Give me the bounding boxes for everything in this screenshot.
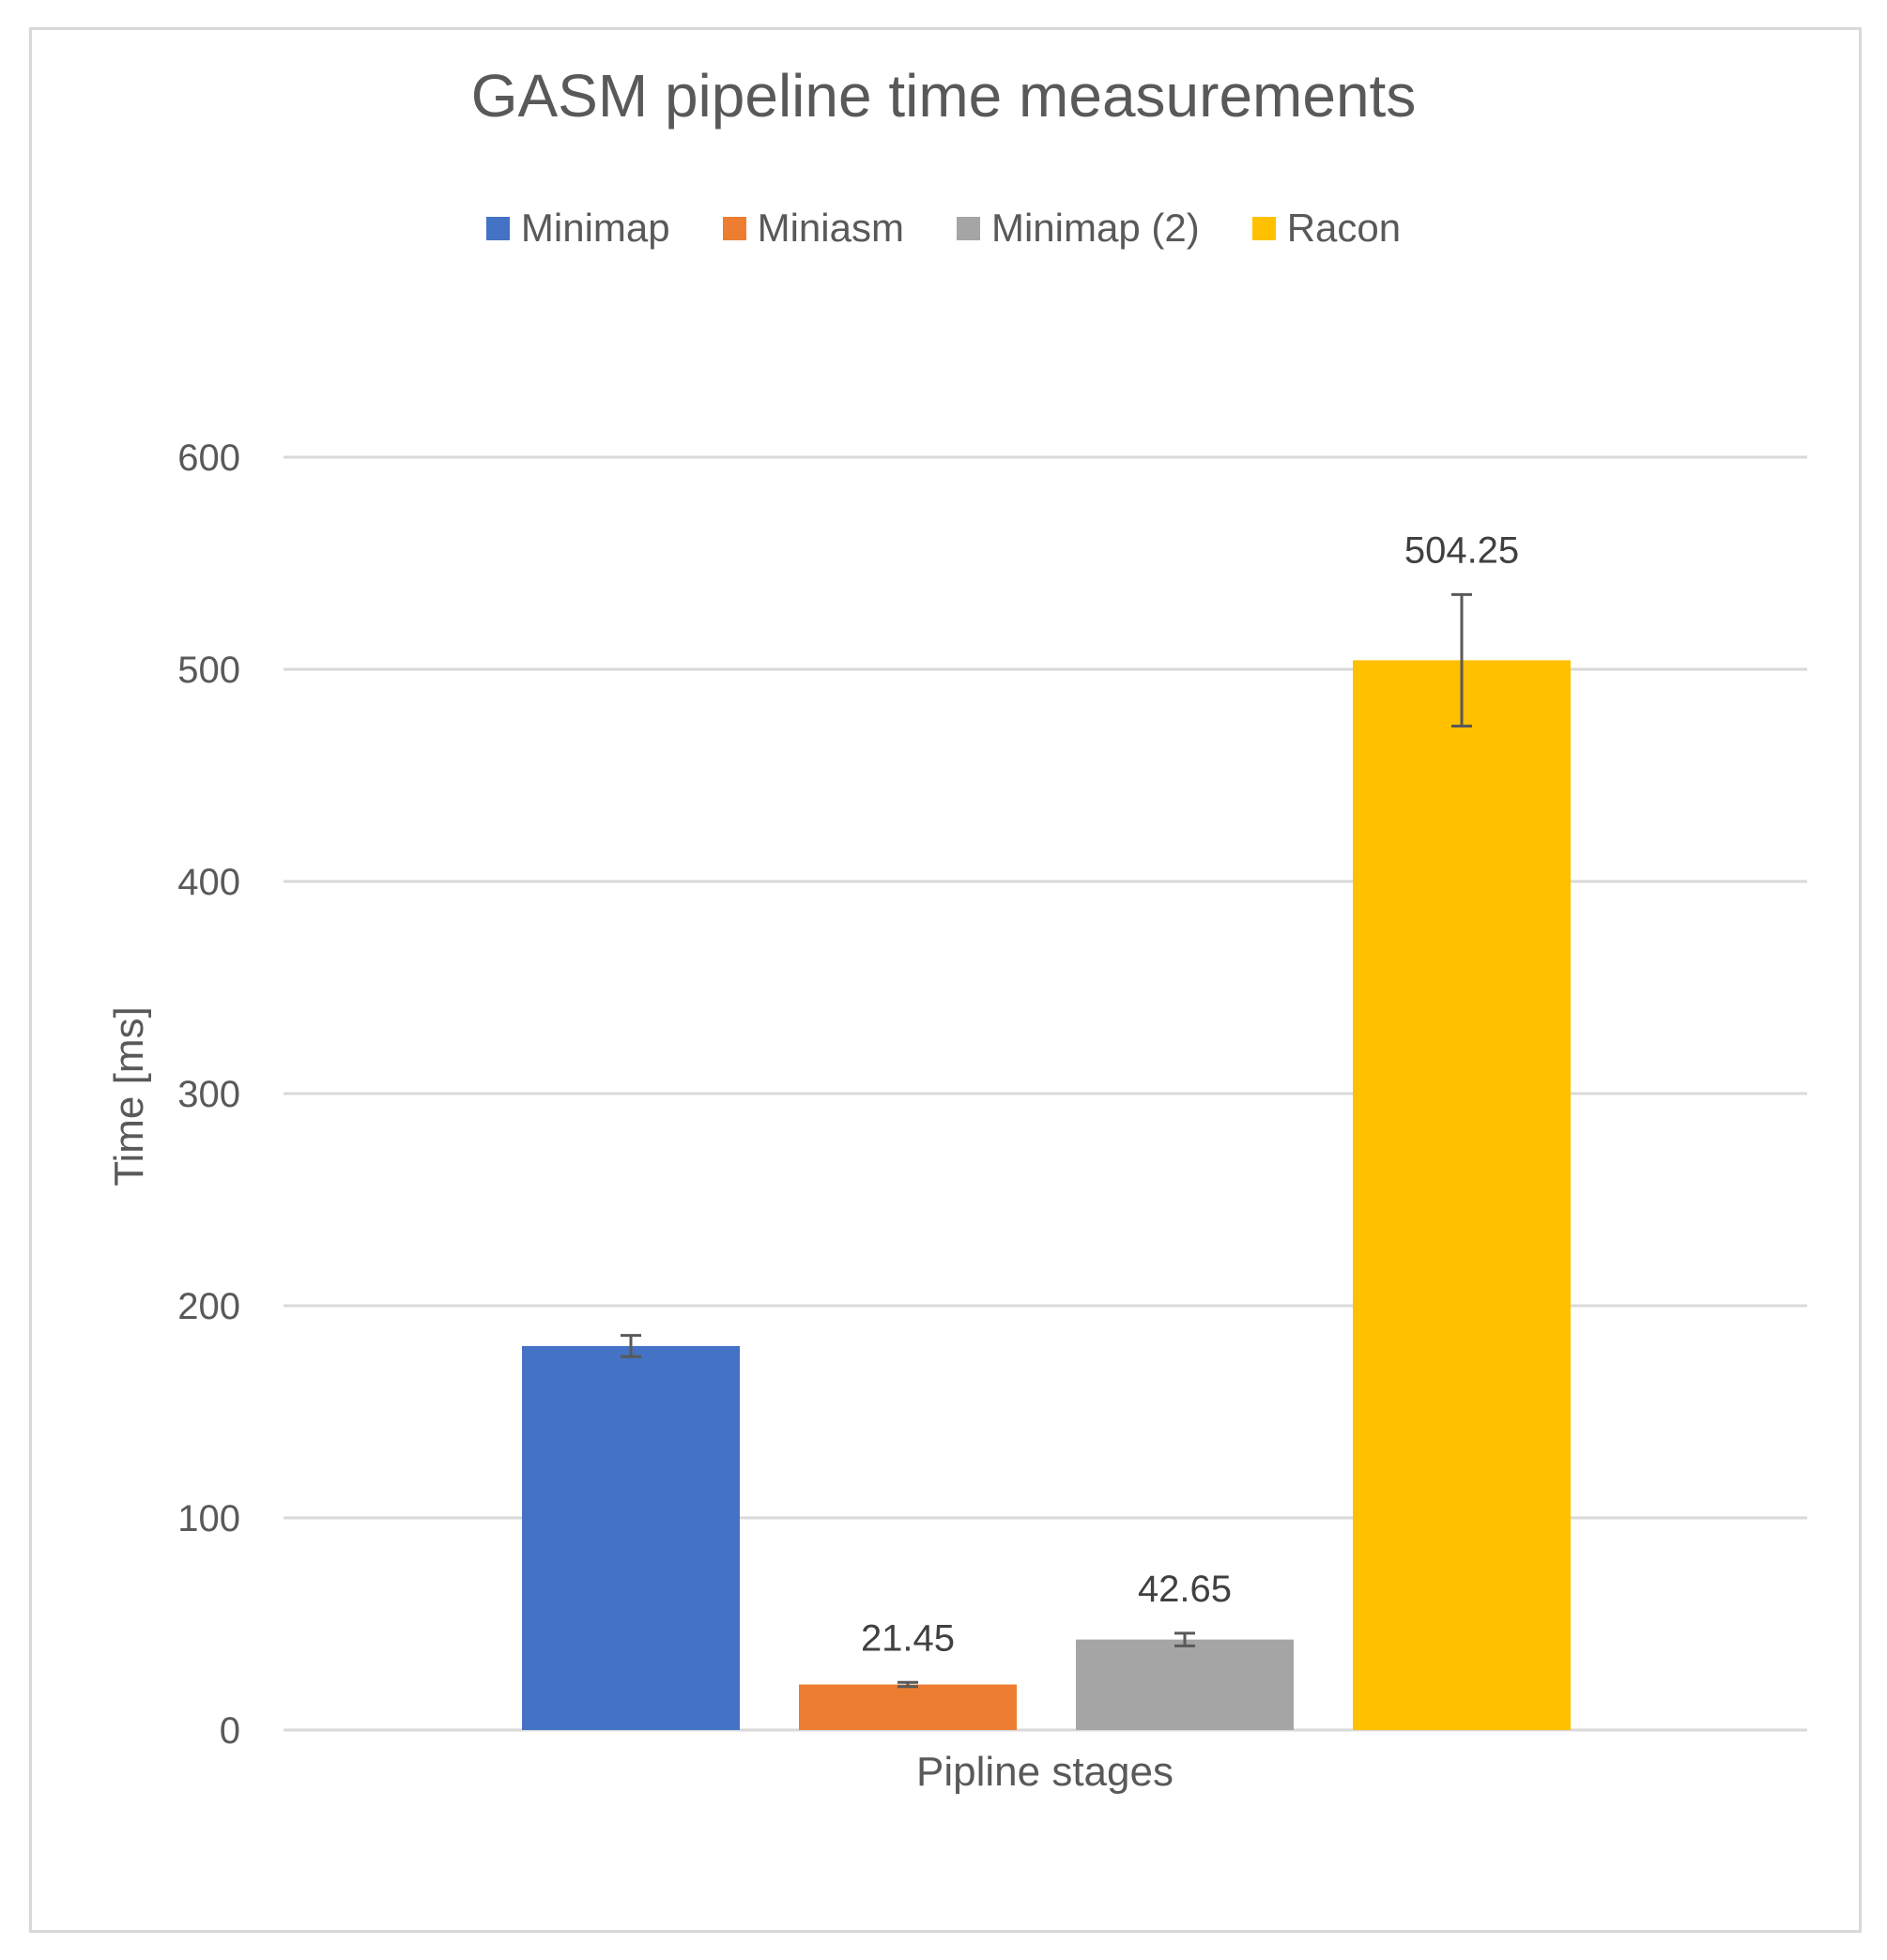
legend-swatch-minimap [485,216,510,240]
legend-swatch-racon [1251,216,1276,240]
y-tick-label: 500 [177,650,240,691]
legend-label-minimap-2: Minimap (2) [990,206,1200,250]
data-labels: 21.45 42.65 504.25 [861,529,1519,1659]
y-tick-labels: 0 100 200 300 400 500 600 [177,437,240,1752]
gridlines [284,455,1807,1732]
error-bars [621,592,1472,1689]
y-tick-label: 400 [177,862,240,903]
legend-label-minimap: Minimap [520,206,670,250]
legend: Minimap Miniasm Minimap (2) Racon [0,208,1887,248]
legend-swatch-miniasm [722,216,746,240]
x-axis-title: Pipline stages [916,1749,1174,1795]
legend-item-miniasm: Miniasm [722,206,904,250]
y-tick-label: 600 [177,437,240,479]
legend-label-miniasm: Miniasm [757,206,904,250]
legend-swatch-minimap-2 [956,216,980,240]
bar [1076,1639,1294,1730]
bar [1353,660,1571,1730]
data-label: 504.25 [1404,529,1519,571]
y-tick-label: 100 [177,1498,240,1539]
legend-item-minimap: Minimap [485,206,670,250]
legend-item-racon: Racon [1251,206,1402,250]
legend-label-racon: Racon [1286,206,1402,250]
data-label: 21.45 [861,1617,955,1659]
y-tick-label: 0 [220,1710,240,1752]
y-tick-label: 200 [177,1286,240,1327]
legend-item-minimap-2: Minimap (2) [956,206,1200,250]
bar [799,1684,1017,1730]
y-tick-label: 300 [177,1074,240,1115]
data-label: 42.65 [1138,1569,1232,1610]
bar [522,1345,740,1730]
y-axis-title: Time [ms] [106,1006,152,1186]
chart-title: GASM pipeline time measurements [470,62,1417,130]
bars [522,660,1571,1730]
